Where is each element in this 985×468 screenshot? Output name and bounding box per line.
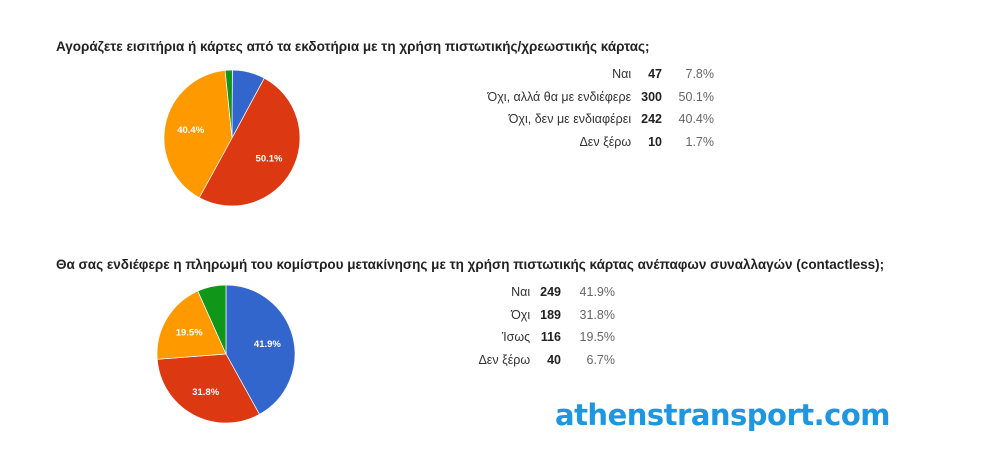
pie-slice [198,77,300,207]
summary-row: Όχι, δεν με ενδιαφέρει 242 40.4% [488,108,714,131]
answer-count: 47 [648,67,662,81]
summary-table-question-1: Ναι 47 7.8% Όχι, αλλά θα με ενδιέφερε 30… [488,63,714,153]
answer-percent: 1.7% [685,134,715,149]
answer-count: 189 [540,307,561,322]
summary-row: Δεν ξέρω 10 1.7% [488,131,714,154]
answer-count: 242 [641,112,662,126]
answer-percent: 19.5% [579,330,615,344]
pie-slice-label: 41.9% [254,339,281,350]
answer-percent: 6.7% [586,352,616,367]
pie-slice-label: 40.4% [177,125,204,136]
answer-count: 249 [540,285,561,299]
answer-percent: 40.4% [678,112,714,126]
pie-slice-label: 31.8% [192,387,219,398]
pie-chart-question-2: 41.9% 31.8% 19.5% [156,284,296,424]
answer-count: 300 [641,89,662,104]
pie-slice-label: 50.1% [256,154,283,165]
summary-row: Όχι, αλλά θα με ενδιέφερε 300 50.1% [488,86,714,109]
answer-percent: 50.1% [678,89,714,104]
answer-percent: 31.8% [579,307,615,322]
pie-slice [156,290,227,360]
answer-count: 10 [648,134,662,149]
watermark-logo-text: athenstransport.com [555,398,891,432]
pie-slice [224,69,233,139]
question-1-title: Αγοράζετε εισιτήρια ή κάρτες από τα εκδο… [56,39,650,54]
pie-slice-label: 19.5% [176,328,203,339]
answer-count: 40 [547,352,561,367]
answer-label: Όχι, δεν με ενδιαφέρει [508,112,632,126]
pie-slice [225,284,296,415]
answer-percent: 7.8% [685,67,715,81]
answer-count: 116 [540,330,561,344]
summary-row: Όχι 189 31.8% [478,304,615,327]
summary-row: Ναι 249 41.9% [478,281,615,304]
pie-chart-question-1: 50.1% 40.4% [163,69,300,207]
answer-label: Δεν ξέρω [478,352,531,367]
answer-label: Όχι [511,307,531,322]
summary-table-question-2: Ναι 249 41.9% Όχι 189 31.8% Ίσως 116 19.… [478,281,615,371]
answer-label: Ίσως [501,330,531,344]
answer-label: Ναι [612,67,632,81]
summary-row: Ναι 47 7.8% [488,63,714,86]
pie-slice [156,353,260,424]
answer-label: Όχι, αλλά θα με ενδιέφερε [487,89,632,104]
answer-label: Ναι [511,285,531,299]
answer-percent: 41.9% [579,285,615,299]
pie-slice [197,284,227,355]
question-2-title: Θα σας ενδιέφερε η πληρωμή του κομίστρου… [56,257,885,272]
summary-row: Ίσως 116 19.5% [478,326,615,349]
answer-label: Δεν ξέρω [579,134,632,149]
summary-row: Δεν ξέρω 40 6.7% [478,349,615,372]
pie-slice [163,69,233,199]
